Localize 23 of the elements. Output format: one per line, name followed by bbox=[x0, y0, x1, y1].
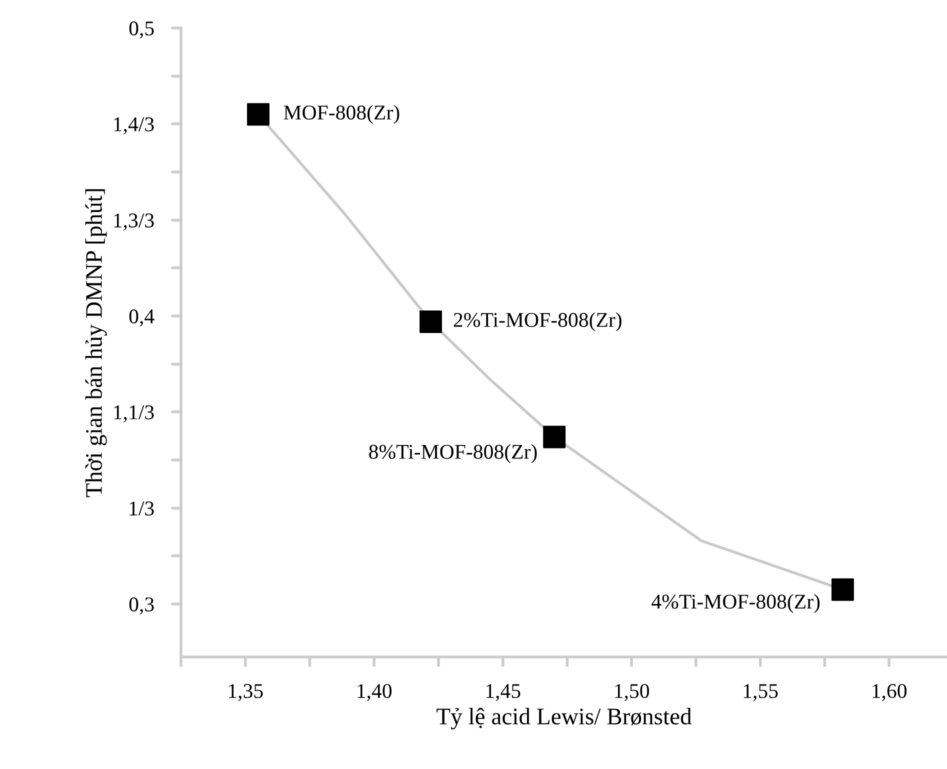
annotation: 8%Ti-MOF-808(Zr) bbox=[369, 444, 537, 464]
y-tick-label: 1,4/3 bbox=[114, 117, 154, 134]
y-tick-label: 0,4 bbox=[129, 309, 154, 326]
point bbox=[247, 103, 270, 126]
x-tick-label: 1,45 bbox=[486, 684, 520, 702]
x-tick-label: 1,60 bbox=[872, 684, 906, 702]
y-tick-label: 0,3 bbox=[129, 597, 154, 614]
x-tick-label: 1,50 bbox=[615, 684, 650, 702]
x-tick-label: 1,35 bbox=[228, 684, 263, 702]
y-tick-label: 1/3 bbox=[130, 502, 154, 516]
y-tick-label: 1,3/3 bbox=[114, 214, 154, 231]
point bbox=[420, 310, 442, 333]
y-axis-title: Thời gian bán hủy DMNP [phút] bbox=[85, 189, 107, 498]
point bbox=[543, 426, 566, 448]
x-tick-label: 1,55 bbox=[744, 684, 778, 702]
point bbox=[831, 578, 854, 601]
x-tick-label: 1,40 bbox=[358, 684, 392, 702]
annotation: 4%Ti-MOF-808(Zr) bbox=[652, 594, 820, 613]
y-tick-label: 1,1/3 bbox=[114, 405, 154, 422]
annotation: MOF-808(Zr) bbox=[284, 104, 400, 124]
x-axis-title: Tỷ lệ acid Lewis/ Brønsted bbox=[436, 708, 692, 730]
y-tick-label: 0,5 bbox=[129, 21, 154, 38]
annotation: 2%Ti-MOF-808(Zr) bbox=[454, 312, 622, 332]
